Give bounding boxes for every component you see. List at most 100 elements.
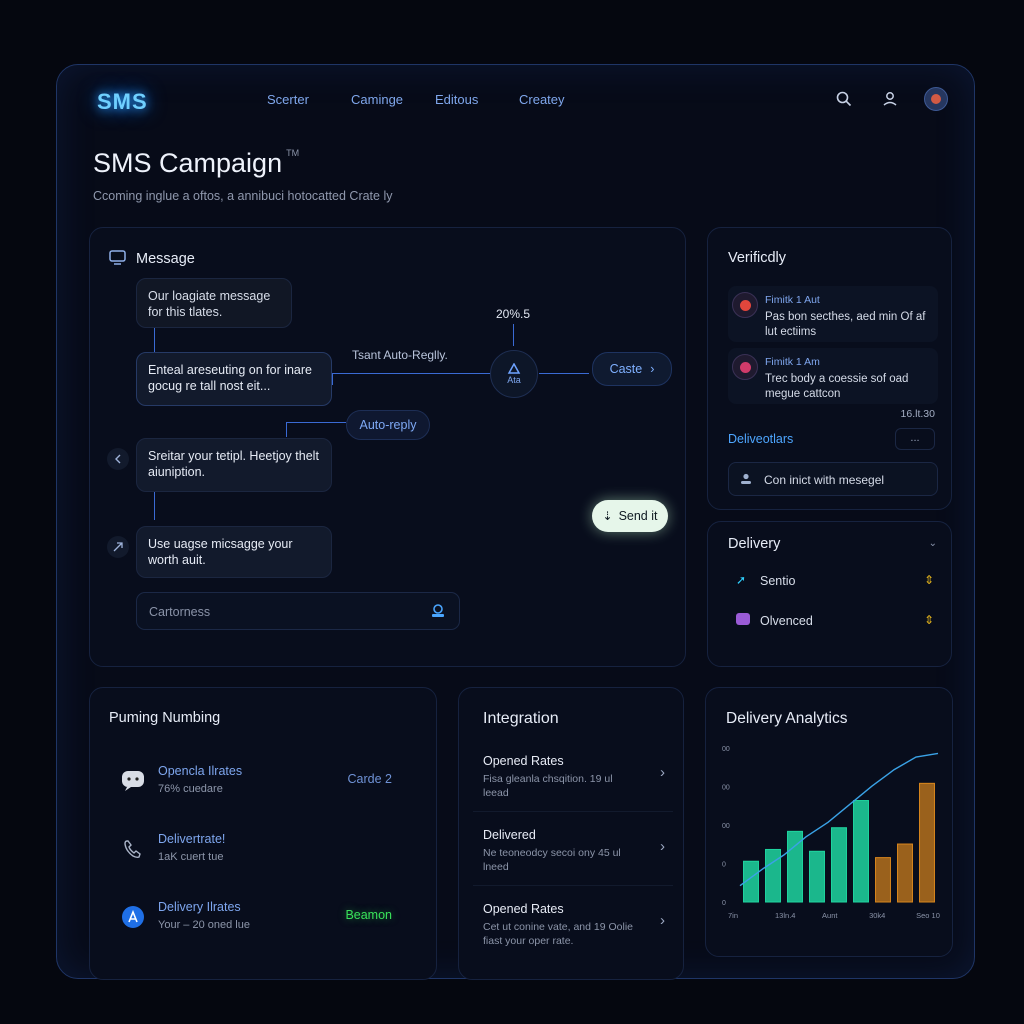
nav-item-caminge[interactable]: Caminge bbox=[351, 92, 404, 107]
numbers-card: Puming Numbing Opencla Ilrates 76% cueda… bbox=[89, 687, 437, 980]
create-button[interactable]: Caste › bbox=[592, 352, 672, 386]
verification-card: Verificdly Fimitk 1 Aut Pas bon secthes,… bbox=[707, 227, 952, 510]
compose-message-button[interactable]: Con inict with mesegel bbox=[728, 462, 938, 496]
chevron-right-icon: › bbox=[650, 362, 655, 376]
auto-reply-pill[interactable]: Auto-reply bbox=[346, 410, 430, 440]
flow-node-icon bbox=[507, 363, 521, 374]
create-button-label: Caste bbox=[609, 362, 643, 376]
verification-item[interactable]: Fimitk 1 Aut Pas bon secthes, aed min Of… bbox=[728, 286, 938, 342]
chevron-down-icon[interactable]: ⌄ bbox=[928, 538, 937, 549]
verification-item-body: Trec body a coessie sof oad megue cattco… bbox=[765, 373, 909, 400]
flow-connector bbox=[286, 422, 346, 423]
numbers-row-title: Opencla Ilrates bbox=[158, 764, 243, 778]
integration-row[interactable]: Delivered Ne teoneodcy secoi ony 45 ul l… bbox=[473, 822, 673, 886]
verification-item-head: Fimitk 1 Aut bbox=[765, 294, 820, 306]
chart-bar bbox=[743, 860, 759, 903]
verification-card-title: Verificdly bbox=[728, 250, 787, 266]
y-tick-label: 00 bbox=[722, 746, 730, 753]
chart-bar bbox=[897, 843, 913, 903]
integration-row[interactable]: Opened Rates Cet ut conine vate, and 19 … bbox=[473, 896, 673, 960]
numbers-row-sub: 76% cuedare bbox=[158, 783, 223, 795]
numbers-card-title: Puming Numbing bbox=[109, 710, 221, 726]
integration-row[interactable]: Opened Rates Fisa gleanla chsqition. 19 … bbox=[473, 748, 673, 812]
nav-item-scerter[interactable]: Scerter bbox=[267, 92, 309, 107]
verification-timestamp: 16.lt.30 bbox=[900, 408, 935, 420]
send-button[interactable]: ⇣ Send it bbox=[592, 500, 668, 532]
status-badge: Beamon bbox=[345, 908, 392, 922]
alert-icon bbox=[732, 354, 758, 380]
numbers-row-value: Carde 2 bbox=[347, 772, 392, 786]
delivery-card: Delivery ⌄ ➚ Sentio ⇕ Olvenced ⇕ bbox=[707, 521, 952, 667]
flow-connector bbox=[332, 373, 492, 374]
y-tick-label: 0 bbox=[722, 862, 726, 869]
avatar[interactable] bbox=[924, 87, 948, 111]
delivery-item-sent[interactable]: ➚ Sentio ⇕ bbox=[728, 564, 940, 598]
integration-card: Integration Opened Rates Fisa gleanla ch… bbox=[458, 687, 684, 980]
search-icon[interactable] bbox=[832, 87, 856, 111]
customer-input-placeholder: Cartorness bbox=[149, 605, 211, 619]
message-bubble-intro[interactable]: Our loagiate message for this tlates. bbox=[136, 278, 292, 328]
send-icon: ⇣ bbox=[602, 509, 613, 523]
x-tick-label: Aunt bbox=[822, 911, 838, 920]
chart-bar bbox=[809, 850, 825, 903]
contact-icon[interactable] bbox=[429, 602, 447, 620]
nav-item-createy[interactable]: Createy bbox=[519, 92, 565, 107]
auto-reply-flow-label: Tsant Auto-Reglly. bbox=[352, 348, 448, 362]
message-bubble-followup[interactable]: Sreitar your tetipl. Heetjoy thelt aiuni… bbox=[136, 438, 332, 492]
flow-connector bbox=[154, 490, 155, 520]
app-window: SMS Scerter Caminge Editous Createy SMS … bbox=[56, 64, 975, 980]
user-icon bbox=[739, 472, 753, 486]
numbers-row-title: Delivery Ilrates bbox=[158, 900, 241, 914]
integration-row-sub: Cet ut conine vate, and 19 Oolie fiast y… bbox=[483, 921, 634, 947]
message-bubble-main[interactable]: Enteal areseuting on for inare gocug re … bbox=[136, 352, 332, 406]
trend-line bbox=[739, 752, 939, 887]
phone-icon bbox=[120, 836, 146, 862]
message-flow-card: Message Our loagiate message for this tl… bbox=[89, 227, 686, 667]
sent-icon: ➚ bbox=[736, 573, 747, 587]
analytics-card: Delivery Analytics 0 0 00 00 00 7in 13ln.4 Aunt… bbox=[705, 687, 953, 957]
send-arrow-icon[interactable] bbox=[107, 536, 129, 558]
deliverables-label: Deliveotlars bbox=[728, 432, 794, 446]
customer-input[interactable]: Cartorness bbox=[136, 592, 460, 630]
numbers-row-sub: Your – 20 oned lue bbox=[158, 919, 250, 931]
main-nav: Scerter Caminge Editous Createy bbox=[267, 92, 603, 107]
back-arrow-icon[interactable] bbox=[107, 448, 129, 470]
message-icon bbox=[109, 250, 127, 266]
header-actions bbox=[832, 87, 948, 111]
flow-connector bbox=[539, 373, 589, 374]
x-tick-label: Seo 10 bbox=[916, 911, 940, 920]
delivery-item-label: Olvenced bbox=[760, 614, 813, 628]
status-arrow-icon: ⇕ bbox=[923, 613, 934, 627]
x-tick-label: 13ln.4 bbox=[775, 911, 795, 920]
chart-bar bbox=[919, 782, 935, 903]
flow-node[interactable]: Ata bbox=[490, 350, 538, 398]
chart-bar bbox=[875, 857, 891, 903]
chat-icon bbox=[736, 613, 750, 625]
numbers-row[interactable]: Opencla Ilrates 76% cuedare Carde 2 bbox=[110, 754, 418, 808]
app-logo[interactable]: SMS bbox=[97, 89, 148, 114]
y-tick-label: 00 bbox=[722, 785, 730, 792]
integration-row-title: Opened Rates bbox=[483, 754, 564, 768]
numbers-row[interactable]: Delivertrate! 1aK cuert tue bbox=[110, 822, 418, 876]
more-options-button[interactable]: ... bbox=[895, 428, 935, 450]
user-icon[interactable] bbox=[878, 87, 902, 111]
chevron-right-icon: › bbox=[660, 838, 665, 855]
avatar-image bbox=[931, 94, 941, 104]
flow-connector bbox=[332, 373, 333, 385]
chevron-right-icon: › bbox=[660, 912, 665, 929]
integration-card-title: Integration bbox=[483, 710, 559, 727]
numbers-row-sub: 1aK cuert tue bbox=[158, 851, 224, 863]
nav-item-editous[interactable]: Editous bbox=[435, 92, 479, 107]
send-button-label: Send it bbox=[618, 509, 658, 523]
message-bubble-usage[interactable]: Use uagse micsagge your worth auit. bbox=[136, 526, 332, 578]
flow-node-label: Ata bbox=[507, 375, 521, 385]
delivery-item-received[interactable]: Olvenced ⇕ bbox=[728, 604, 940, 638]
analytics-card-title: Delivery Analytics bbox=[726, 710, 848, 727]
y-tick-label: 0 bbox=[722, 900, 726, 907]
integration-row-sub: Ne teoneodcy secoi ony 45 ul lneed bbox=[483, 847, 621, 873]
verification-item[interactable]: Fimitk 1 Am Trec body a coessie sof oad … bbox=[728, 348, 938, 404]
message-card-title: Message bbox=[136, 251, 195, 267]
message-bubble-icon bbox=[120, 768, 146, 794]
numbers-row[interactable]: Delivery Ilrates Your – 20 oned lue Beam… bbox=[110, 890, 418, 944]
